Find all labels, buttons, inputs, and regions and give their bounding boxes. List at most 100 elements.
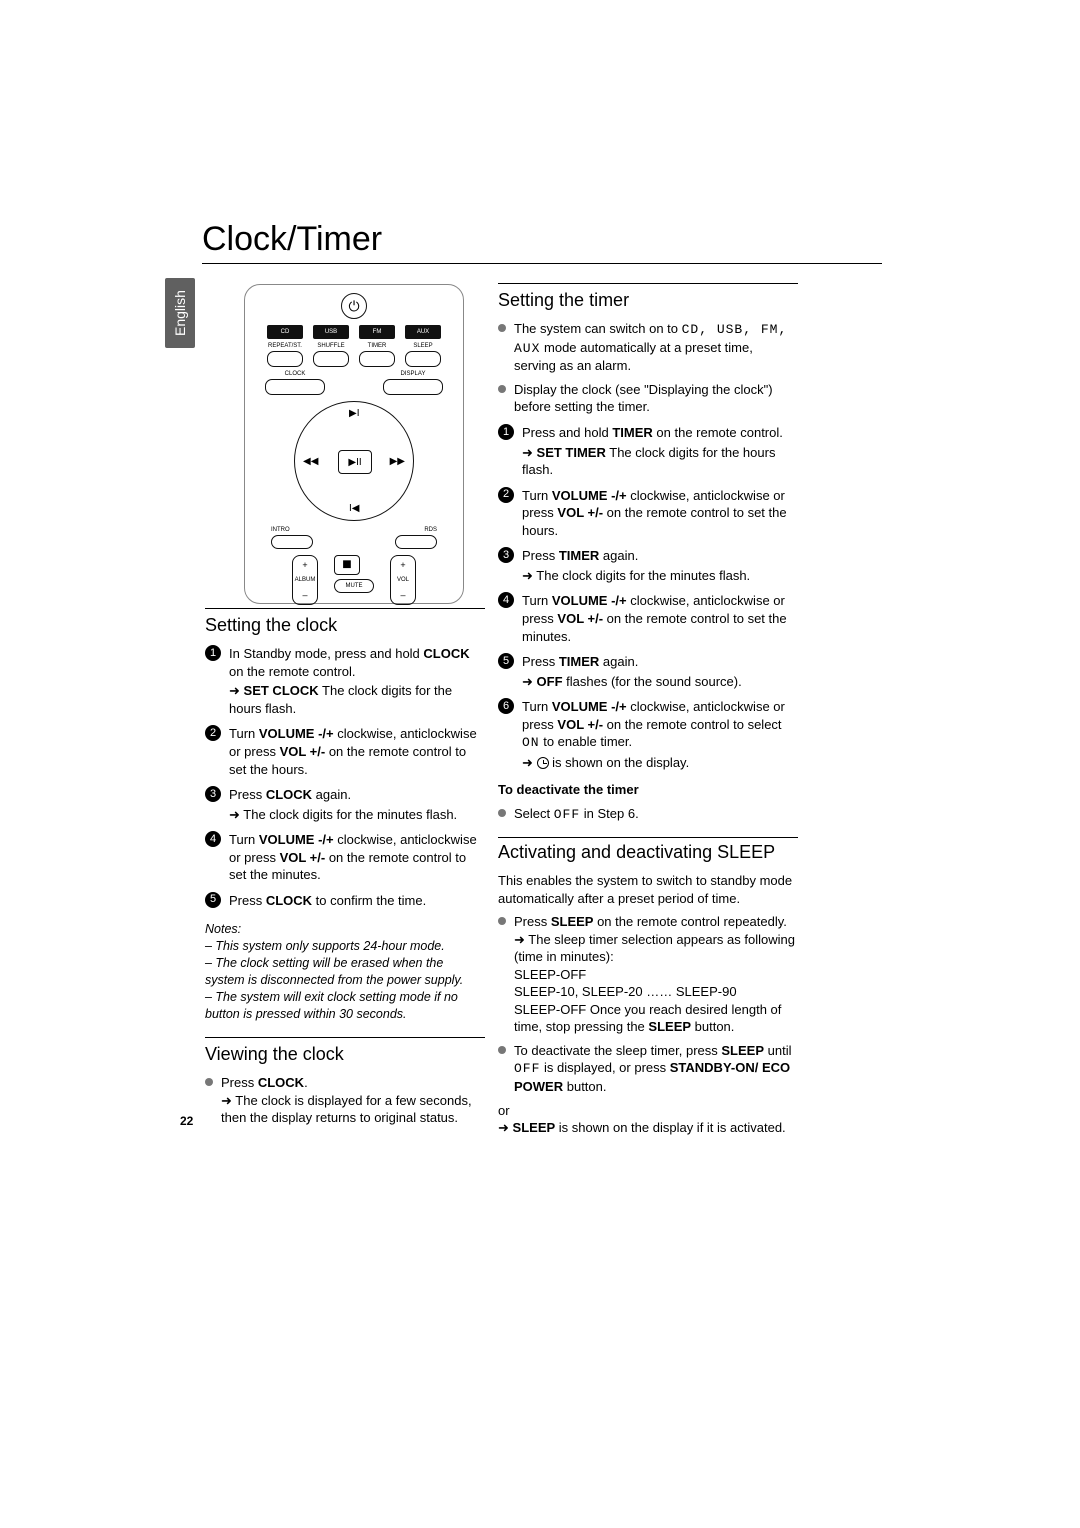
timer-step-3: 3 Press TIMER again. xyxy=(498,547,798,565)
note-2: – The clock setting will be erased when … xyxy=(205,955,485,989)
vol-rocker: + VOL – xyxy=(390,555,416,605)
view-text: Press CLOCK. ➜ The clock is displayed fo… xyxy=(221,1074,485,1127)
mode-label-row: REPEAT/ST. SHUFFLE TIMER SLEEP xyxy=(245,343,463,349)
clock-notes: Notes: – This system only supports 24-ho… xyxy=(205,921,485,1022)
bullet-icon xyxy=(498,324,506,332)
note-3: – The system will exit clock setting mod… xyxy=(205,989,485,1023)
cd-button: CD xyxy=(267,325,303,339)
next-icon: ▶I xyxy=(349,408,359,419)
bullet-icon xyxy=(498,385,506,393)
timer-intro2-text: Display the clock (see "Displaying the c… xyxy=(514,381,798,416)
prev-icon: I◀ xyxy=(349,503,359,514)
rule xyxy=(205,1037,485,1038)
step1-text: In Standby mode, press and hold CLOCK on… xyxy=(229,645,485,680)
t-step6: Turn VOLUME -/+ clockwise, anticlockwise… xyxy=(522,698,798,752)
intro-rds-btn xyxy=(245,535,463,549)
step1-result: ➜ SET CLOCK The clock digits for the hou… xyxy=(229,682,485,717)
plus-icon: + xyxy=(302,560,307,570)
t-step2: Turn VOLUME -/+ clockwise, anticlockwise… xyxy=(522,487,798,540)
step2-text: Turn VOLUME -/+ clockwise, anticlockwise… xyxy=(229,725,485,778)
notes-label: Notes: xyxy=(205,921,485,938)
repeat-label: REPEAT/ST. xyxy=(267,343,303,349)
intro-label: INTRO xyxy=(271,527,290,533)
t-step4: Turn VOLUME -/+ clockwise, anticlockwise… xyxy=(522,592,798,645)
clock-button xyxy=(265,379,325,395)
timer-label: TIMER xyxy=(359,343,395,349)
clock-step-3: 3 Press CLOCK again. xyxy=(205,786,485,804)
clock-step-4: 4 Turn VOLUME -/+ clockwise, anticlockwi… xyxy=(205,831,485,884)
power-icon: ⏻ xyxy=(341,293,367,319)
playpause-icon: ▶II xyxy=(338,450,372,474)
intro-rds-row: INTRO RDS xyxy=(245,527,463,533)
timer-intro-2: Display the clock (see "Displaying the c… xyxy=(498,381,798,416)
intro-button xyxy=(271,535,313,549)
step-num-4: 4 xyxy=(205,831,221,847)
stop-mute-col: ■ MUTE xyxy=(334,555,374,593)
clock-step-1: 1 In Standby mode, press and hold CLOCK … xyxy=(205,645,485,680)
sleep-b3: ➜ SLEEP is shown on the display if it is… xyxy=(498,1119,798,1137)
repeat-button xyxy=(267,351,303,367)
step4-text: Turn VOLUME -/+ clockwise, anticlockwise… xyxy=(229,831,485,884)
t-step5: Press TIMER again. xyxy=(522,653,638,671)
ff-icon: ▶▶ xyxy=(390,456,405,467)
title-rule xyxy=(202,263,882,264)
clock-step-5: 5 Press CLOCK to confirm the time. xyxy=(205,892,485,910)
mute-button: MUTE xyxy=(334,579,374,593)
stop-button: ■ xyxy=(334,555,360,575)
language-tab: English xyxy=(165,278,195,348)
bullet-icon xyxy=(205,1078,213,1086)
album-label: ALBUM xyxy=(295,577,316,583)
rule xyxy=(498,283,798,284)
step5-text: Press CLOCK to confirm the time. xyxy=(229,892,426,910)
t-step3-res: ➜ The clock digits for the minutes flash… xyxy=(522,567,798,585)
timer-step-5: 5 Press TIMER again. xyxy=(498,653,798,671)
clock-icon xyxy=(537,757,549,769)
bullet-icon xyxy=(498,917,506,925)
clock-label: CLOCK xyxy=(265,371,325,377)
t-step1: Press and hold TIMER on the remote contr… xyxy=(522,424,783,442)
rew-icon: ◀◀ xyxy=(303,456,318,467)
vol-label: VOL xyxy=(397,577,409,583)
step-num-1: 1 xyxy=(205,645,221,661)
stop-icon: ■ xyxy=(342,556,352,574)
aux-button: AUX xyxy=(405,325,441,339)
source-row: CD USB FM AUX xyxy=(245,325,463,339)
mode-btn-row xyxy=(245,351,463,367)
minus-icon-2: – xyxy=(400,590,405,600)
timer-step-4: 4 Turn VOLUME -/+ clockwise, anticlockwi… xyxy=(498,592,798,645)
sleep-or: or xyxy=(498,1102,798,1120)
sleep-b1: Press SLEEP on the remote control repeat… xyxy=(498,913,798,1036)
step-num-5: 5 xyxy=(205,892,221,908)
bullet-icon xyxy=(498,1046,506,1054)
sleep-b2: To deactivate the sleep timer, press SLE… xyxy=(498,1042,798,1096)
t-step6-res: ➜ is shown on the display. xyxy=(522,754,798,772)
remote-diagram: ⏻ CD USB FM AUX REPEAT/ST. SHUFFLE TIMER… xyxy=(244,284,464,604)
sleep-b1-text: Press SLEEP on the remote control repeat… xyxy=(514,913,798,1036)
step-num-5: 5 xyxy=(498,653,514,669)
album-rocker: + ALBUM – xyxy=(292,555,318,605)
step-num-2: 2 xyxy=(205,725,221,741)
dpad: ▶I I◀ ◀◀ ▶▶ ▶II xyxy=(294,401,414,521)
rds-label: RDS xyxy=(424,527,437,533)
sleep-button xyxy=(405,351,441,367)
plus-icon-2: + xyxy=(400,560,405,570)
display-button xyxy=(383,379,443,395)
timer-step-6: 6 Turn VOLUME -/+ clockwise, anticlockwi… xyxy=(498,698,798,752)
bullet-icon xyxy=(498,809,506,817)
deactivate-heading: To deactivate the timer xyxy=(498,781,798,799)
step-num-3: 3 xyxy=(498,547,514,563)
wide-label-row: CLOCK DISPLAY xyxy=(245,371,463,377)
left-column: Setting the clock 1 In Standby mode, pre… xyxy=(205,608,485,1133)
sleep-label: SLEEP xyxy=(405,343,441,349)
language-label: English xyxy=(172,290,188,336)
step3-text: Press CLOCK again. xyxy=(229,786,351,804)
step-num-4: 4 xyxy=(498,592,514,608)
bottom-controls: + ALBUM – ■ MUTE + VOL – xyxy=(245,555,463,605)
page: English Clock/Timer ⏻ CD USB FM AUX REPE… xyxy=(0,0,1080,1528)
usb-button: USB xyxy=(313,325,349,339)
step-num-1: 1 xyxy=(498,424,514,440)
page-number: 22 xyxy=(180,1114,193,1128)
step-num-2: 2 xyxy=(498,487,514,503)
step3-result: ➜ The clock digits for the minutes flash… xyxy=(229,806,485,824)
viewing-clock-heading: Viewing the clock xyxy=(205,1042,485,1066)
